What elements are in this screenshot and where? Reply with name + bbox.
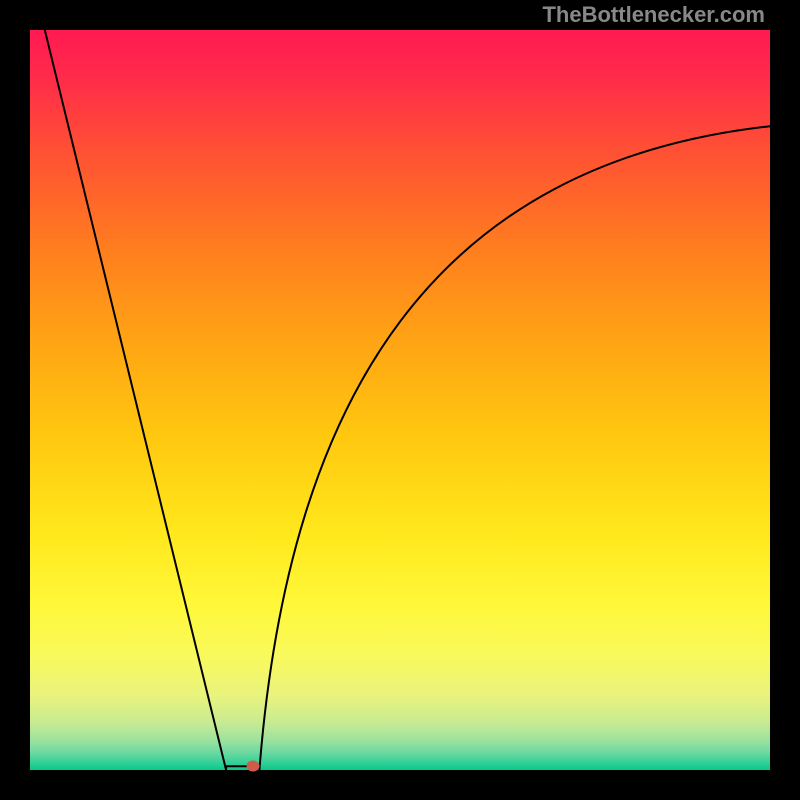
watermark-text: TheBottlenecker.com: [542, 2, 765, 28]
chart-container: TheBottlenecker.com: [0, 0, 800, 800]
plot-area: [30, 30, 770, 770]
min-marker: [247, 761, 260, 772]
